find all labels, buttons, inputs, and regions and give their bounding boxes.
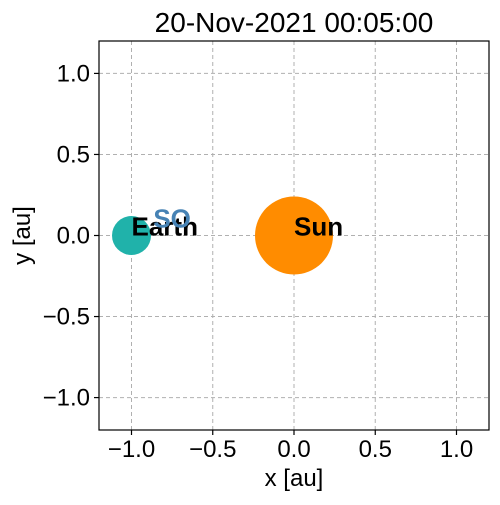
x-tick-label: 0.5 bbox=[359, 436, 392, 463]
x-tick-label: −1.0 bbox=[108, 436, 155, 463]
y-tick-label: −1.0 bbox=[43, 385, 90, 412]
chart-title: 20-Nov-2021 00:05:00 bbox=[155, 7, 434, 38]
ticks: −1.0 −0.5 0.0 0.5 1.0 −1.0 −0.5 0.0 0.5 1.0 bbox=[43, 60, 474, 463]
x-tick-label: 0.0 bbox=[277, 436, 310, 463]
y-axis-label: y [au] bbox=[9, 206, 36, 265]
sun-label: Sun bbox=[294, 212, 343, 242]
y-tick-label: 0.5 bbox=[57, 141, 90, 168]
so-label: SO bbox=[153, 203, 191, 233]
y-tick-label: −0.5 bbox=[43, 304, 90, 331]
x-tick-label: −0.5 bbox=[189, 436, 236, 463]
y-tick-label: 0.0 bbox=[57, 223, 90, 250]
x-tick-label: 1.0 bbox=[440, 436, 473, 463]
y-tick-label: 1.0 bbox=[57, 60, 90, 87]
x-axis-label: x [au] bbox=[265, 465, 324, 492]
